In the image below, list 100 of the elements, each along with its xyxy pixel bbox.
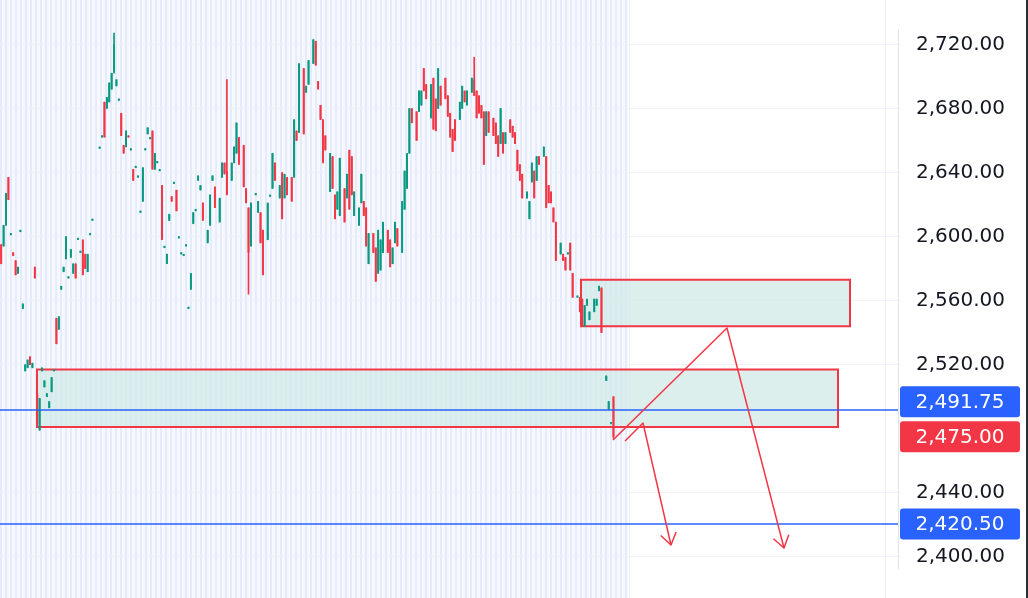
candlestick bbox=[418, 90, 420, 112]
candlestick bbox=[158, 168, 161, 172]
candlestick bbox=[19, 229, 22, 233]
ref-line-label: 2,491.75 bbox=[915, 388, 1005, 413]
candlestick bbox=[38, 397, 41, 431]
candlestick bbox=[98, 146, 101, 149]
candlestick bbox=[144, 148, 147, 151]
candlestick bbox=[430, 84, 432, 119]
y-tick-label: 2,640.00 bbox=[916, 158, 1006, 183]
candlestick bbox=[170, 196, 173, 202]
candlestick bbox=[576, 295, 579, 298]
candlestick bbox=[72, 263, 75, 274]
y-tick-label: 2,520.00 bbox=[916, 350, 1006, 375]
candlestick bbox=[120, 112, 123, 137]
candlestick bbox=[194, 209, 197, 212]
y-tick-label: 2,680.00 bbox=[916, 94, 1006, 119]
candlestick bbox=[2, 225, 5, 247]
candlestick bbox=[48, 401, 51, 409]
candlestick bbox=[552, 207, 555, 223]
candlestick bbox=[526, 191, 528, 199]
candlestick bbox=[343, 188, 346, 223]
candlestick bbox=[499, 108, 502, 145]
candlestick bbox=[86, 253, 89, 273]
candlestick bbox=[533, 170, 536, 199]
candlestick bbox=[396, 228, 399, 247]
candlestick bbox=[463, 90, 466, 103]
candlestick bbox=[122, 144, 125, 154]
candlestick bbox=[31, 362, 34, 369]
candlestick bbox=[331, 156, 334, 189]
candlestick bbox=[218, 197, 221, 223]
candlestick bbox=[211, 175, 214, 181]
candlestick bbox=[12, 252, 15, 257]
candlestick bbox=[360, 173, 363, 204]
candlestick bbox=[134, 165, 137, 169]
candlestick bbox=[62, 266, 65, 273]
candlestick bbox=[290, 176, 293, 202]
candlestick bbox=[24, 364, 27, 372]
candlestick bbox=[358, 207, 360, 226]
candlestick bbox=[545, 156, 548, 209]
candlestick bbox=[14, 260, 17, 276]
candlestick bbox=[278, 184, 281, 199]
candlestick bbox=[319, 104, 322, 120]
candlestick bbox=[132, 168, 135, 181]
candlestick bbox=[74, 263, 77, 279]
y-tick-label: 2,440.00 bbox=[916, 478, 1006, 503]
candlestick bbox=[65, 236, 67, 260]
candlestick bbox=[67, 276, 70, 279]
y-tick-label: 2,560.00 bbox=[916, 286, 1006, 311]
candlestick bbox=[439, 85, 442, 106]
candlestick bbox=[487, 111, 490, 133]
candlestick bbox=[307, 60, 310, 85]
candlestick bbox=[7, 176, 10, 201]
y-tick-label: 2,600.00 bbox=[916, 222, 1006, 247]
candlestick bbox=[50, 377, 53, 393]
candlestick bbox=[559, 242, 562, 255]
ref-line-label: 2,420.50 bbox=[915, 511, 1005, 536]
candlestick bbox=[391, 247, 394, 265]
candlestick bbox=[146, 127, 149, 135]
candlestick bbox=[89, 233, 91, 236]
candlestick bbox=[509, 119, 512, 133]
candlestick bbox=[103, 101, 106, 138]
candlestick bbox=[41, 367, 43, 372]
candlestick bbox=[295, 130, 298, 141]
candlestick bbox=[415, 111, 418, 141]
candlestick bbox=[115, 79, 118, 87]
candlestick bbox=[101, 135, 104, 138]
candlestick bbox=[192, 212, 195, 225]
candlestick bbox=[432, 77, 435, 130]
candlestick bbox=[466, 90, 468, 106]
candlestick bbox=[348, 149, 351, 210]
candlestick bbox=[333, 194, 336, 220]
candlestick bbox=[199, 184, 202, 191]
candlestick bbox=[29, 356, 31, 365]
candlestick bbox=[538, 156, 540, 165]
text: 2,475.00 bbox=[915, 423, 1005, 448]
candlestick bbox=[26, 359, 29, 369]
candlestick bbox=[504, 132, 507, 145]
candlestick bbox=[242, 144, 245, 188]
candlestick bbox=[266, 202, 269, 241]
candlestick bbox=[394, 221, 396, 244]
candlestick bbox=[79, 250, 82, 253]
candlestick bbox=[593, 298, 596, 313]
candlestick bbox=[77, 237, 79, 241]
candlestick bbox=[410, 108, 413, 124]
candlestick bbox=[528, 201, 531, 220]
candlestick bbox=[338, 157, 341, 217]
candlestick bbox=[502, 132, 504, 154]
candlestick bbox=[564, 257, 567, 271]
candlestick bbox=[367, 233, 370, 265]
candlestick bbox=[127, 135, 130, 138]
candlestick bbox=[230, 162, 233, 181]
candlestick bbox=[43, 380, 46, 388]
candlestick bbox=[583, 305, 586, 327]
candlestick bbox=[478, 95, 480, 114]
candlestick bbox=[607, 401, 610, 410]
candlestick bbox=[225, 79, 228, 196]
candlestick bbox=[53, 369, 55, 372]
candlestick bbox=[206, 229, 209, 244]
candlestick bbox=[60, 285, 63, 290]
candlestick bbox=[137, 175, 140, 178]
